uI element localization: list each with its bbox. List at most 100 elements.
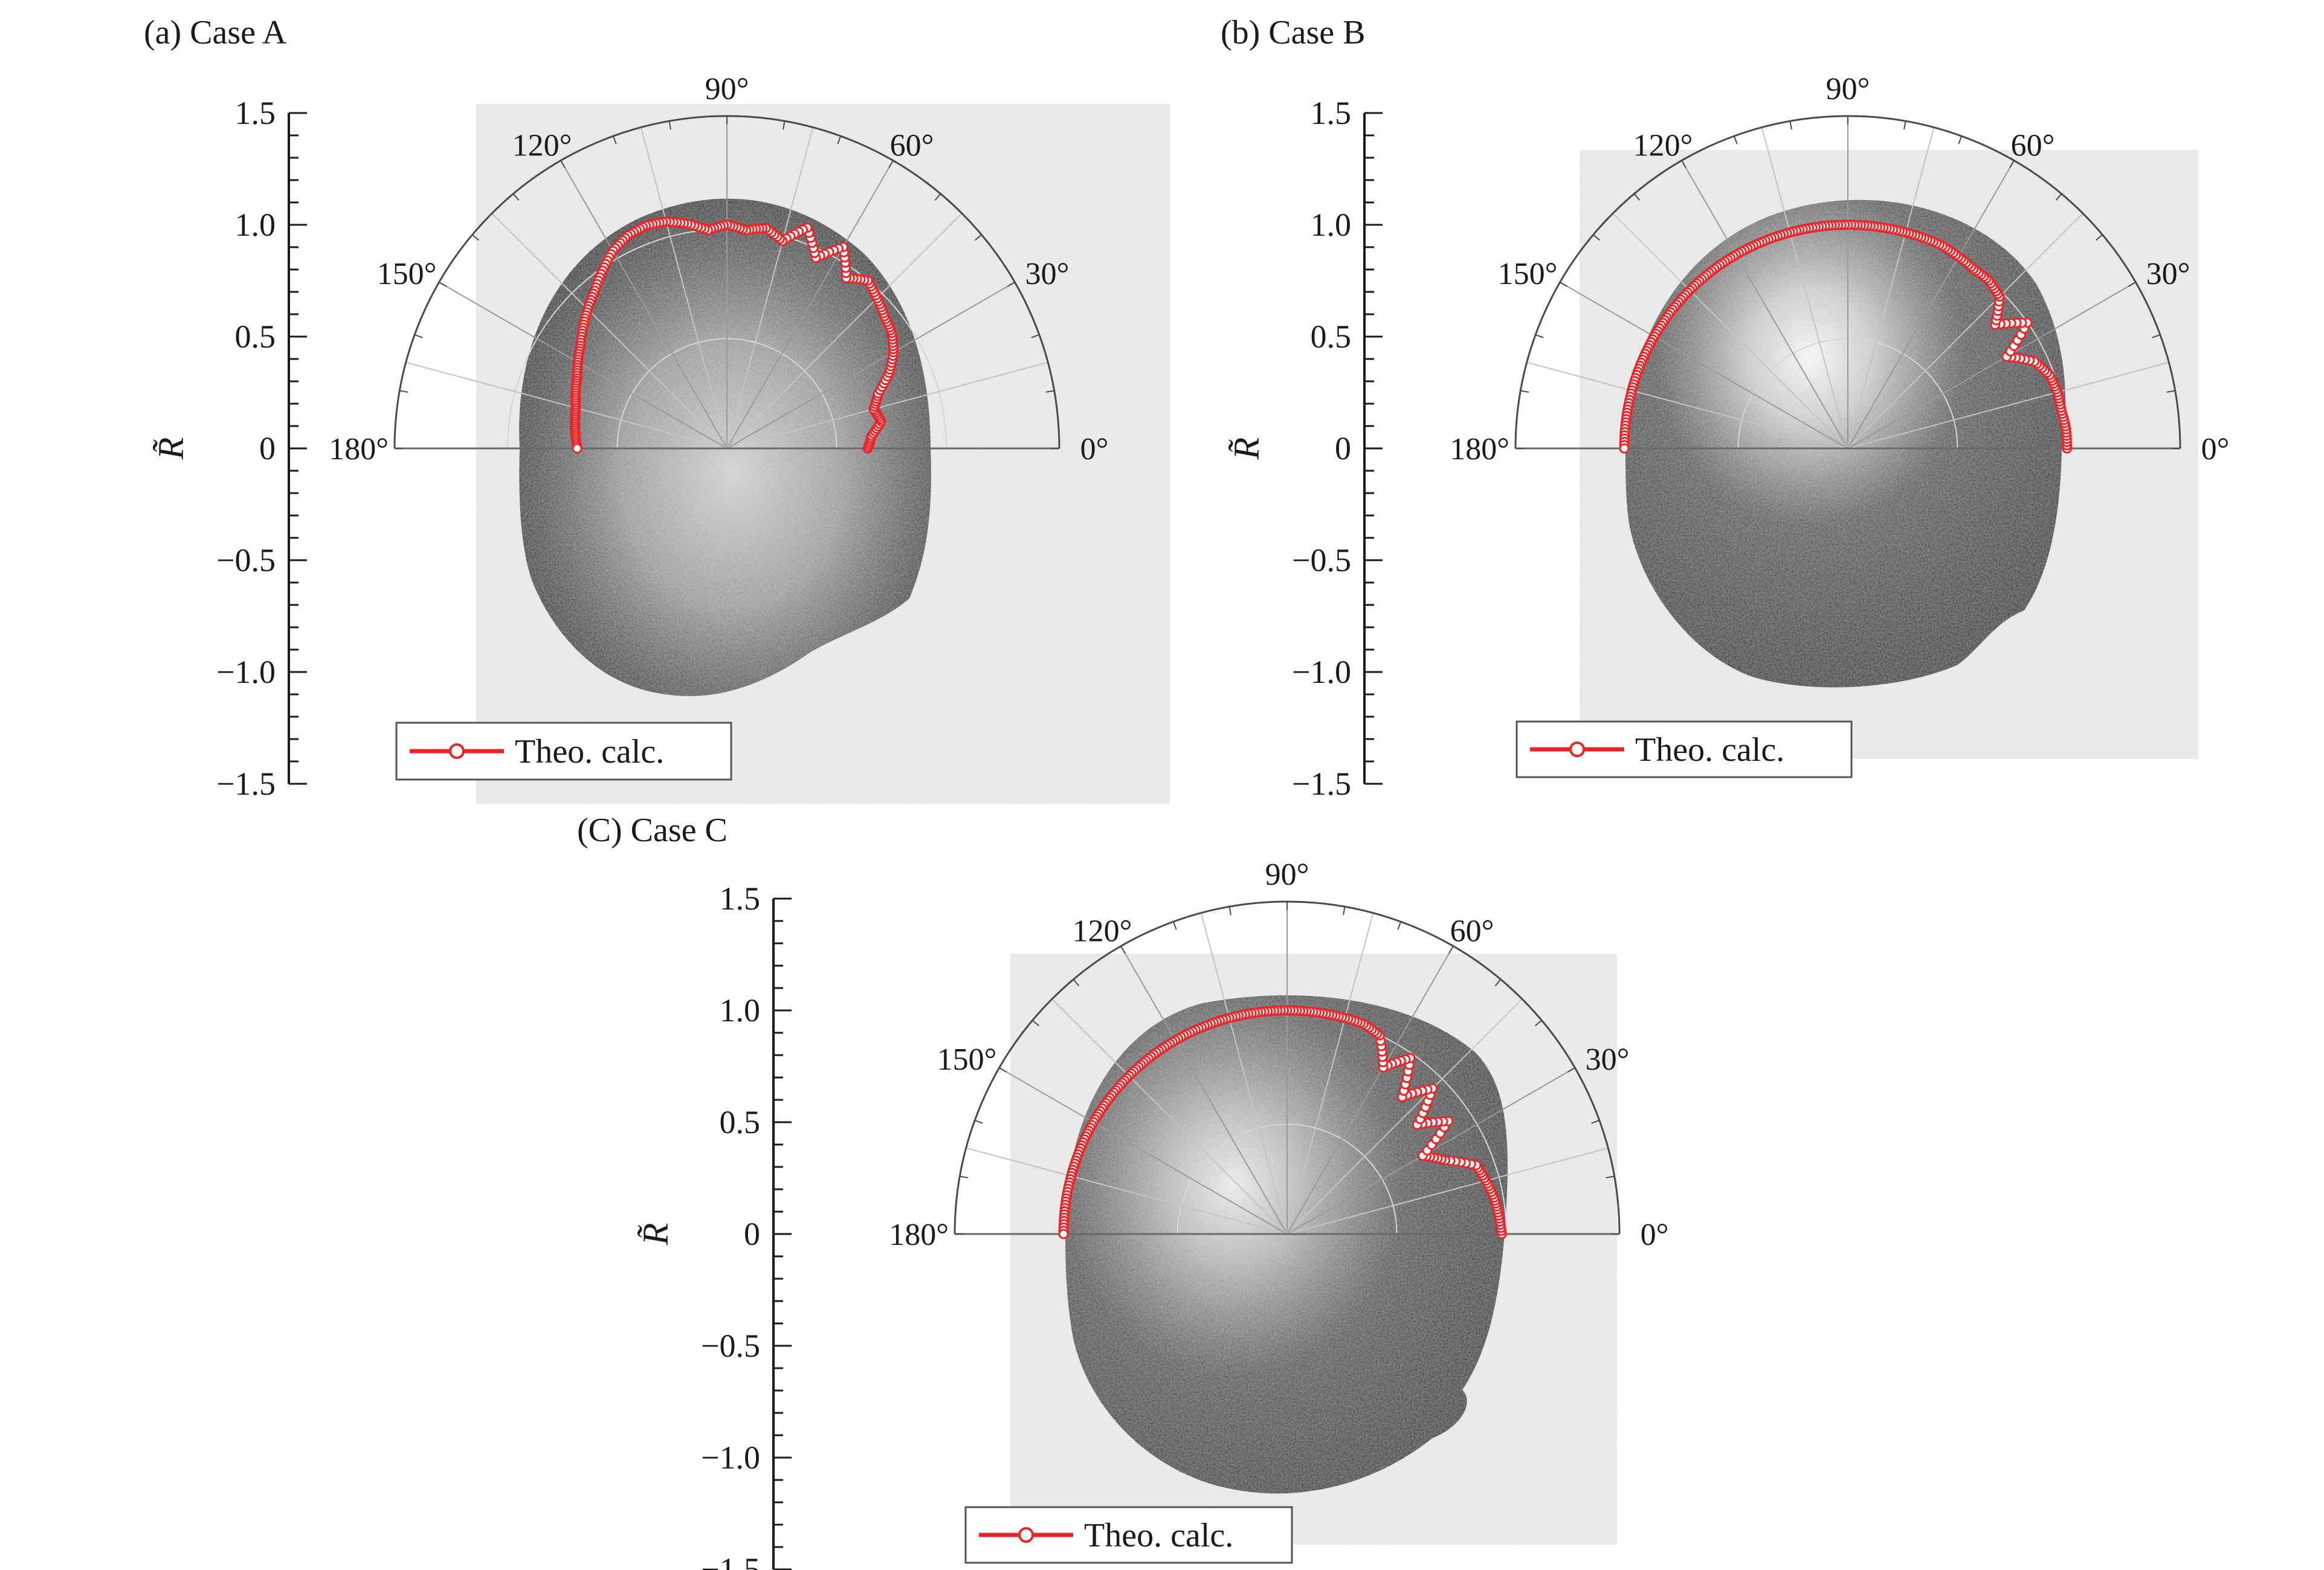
angle-tick-label: 120° [512, 129, 572, 163]
panel-1: (a) Case A 180° 150° 120° 90° 60° 30° 0° 1.5 1.0 0… [144, 14, 1170, 804]
angle-tick-label: 120° [1073, 914, 1132, 949]
legend-swatch-marker [1569, 741, 1585, 757]
y-tick-label: 1.0 [720, 992, 761, 1029]
polar-grid-spoke [1286, 946, 1454, 1235]
polar-grid-spoke [560, 160, 728, 449]
polar-angle-tick [1606, 1175, 1615, 1178]
polar-grid-spoke [1120, 946, 1288, 1235]
y-tick-label: 0 [744, 1216, 760, 1252]
polar-angle-tick [888, 160, 894, 169]
polar-grid-spoke [640, 127, 728, 449]
polar-angle-tick [668, 121, 671, 130]
polar-angle-tick [2152, 334, 2161, 338]
angle-tick-label: 0° [1641, 1218, 1669, 1252]
polar-angle-tick [612, 135, 617, 144]
polar-angle-tick [1032, 1019, 1040, 1027]
polar-angle-tick [1397, 921, 1402, 930]
y-tick-label: −0.5 [701, 1328, 760, 1364]
angle-tick-label: 150° [937, 1042, 997, 1077]
angle-tick-label: 180° [889, 1218, 949, 1252]
polar-grid-spoke [999, 1067, 1288, 1235]
polar-grid-spoke [1681, 160, 1848, 449]
angle-tick-label: 150° [377, 257, 437, 291]
y-tick-label: −1.5 [1292, 766, 1351, 802]
angle-tick-label: 30° [1586, 1042, 1630, 1077]
y-tick-label: 1.5 [235, 95, 276, 131]
angle-tick-label: 0° [2201, 432, 2230, 467]
polar-angle-tick [560, 160, 566, 169]
polar-grid-spoke [726, 127, 814, 449]
legend-label: Theo. calc. [515, 733, 664, 770]
y-axis-label: R̃ [636, 1223, 676, 1246]
legend-box [1515, 720, 1853, 778]
y-tick-label: 1.5 [720, 880, 761, 917]
angle-tick-label: 180° [329, 432, 389, 467]
droplet-image [1065, 995, 1508, 1494]
polar-angle-tick [1633, 193, 1641, 201]
polar-grid-spoke [1051, 998, 1288, 1235]
angle-tick-label: 0° [1080, 432, 1109, 467]
polar-grid-spoke [1761, 127, 1848, 449]
polar-angle-tick [512, 193, 520, 201]
angle-tick-label: 120° [1633, 129, 1693, 163]
panel-label: (C) Case C [577, 812, 728, 849]
panel-2: (b) Case B 180° 150° 120° 90° 60° 30° 0° 1.5 1.0 0… [1221, 14, 2229, 802]
polar-angle-tick [399, 390, 408, 393]
y-tick-label: −0.5 [216, 542, 276, 578]
panel-3: (C) Case C 180° 150° 120° 90° 60° 30° 0° 1.5 1.0 0… [577, 812, 1668, 1570]
angle-tick-label: 30° [1025, 257, 1070, 291]
polar-angle-tick [1535, 334, 1544, 338]
polar-angle-tick [1007, 282, 1015, 287]
polar-grid-spoke [966, 1147, 1288, 1235]
polar-angle-tick [974, 234, 982, 241]
data-point [1619, 443, 1630, 454]
polar-grid-spoke [726, 213, 963, 449]
polar-angle-tick [414, 334, 423, 338]
angle-tick-label: 90° [1826, 72, 1870, 106]
legend: Theo. calc. [395, 722, 732, 781]
polar-grid-spoke [1612, 213, 1848, 449]
polar-angle-tick [1172, 921, 1177, 930]
angle-tick-label: 60° [1450, 914, 1494, 949]
polar-angle-tick [1228, 906, 1231, 916]
polar-angle-tick [2128, 282, 2136, 287]
polar-grid-spoke [1286, 913, 1374, 1235]
panel-label: (a) Case A [144, 14, 287, 51]
polar-angle-tick [1567, 1067, 1575, 1073]
polar-grid-spoke [1286, 998, 1523, 1235]
angle-tick-label: 60° [890, 129, 934, 163]
polar-grid-spoke [1847, 160, 2015, 449]
polar-angle-tick [2009, 160, 2015, 169]
legend: Theo. calc. [964, 1506, 1293, 1564]
legend-swatch-marker [1018, 1527, 1034, 1543]
polar-grid-spoke [726, 160, 894, 449]
polar-angle-tick [1903, 121, 1906, 130]
series-1 [1058, 1005, 1507, 1239]
polar-angle-tick [472, 234, 480, 241]
polar-grid-spoke [726, 361, 1048, 449]
polar-angle-tick [934, 193, 941, 201]
y-tick-label: 1.5 [1311, 95, 1352, 131]
legend-swatch-marker [449, 743, 465, 759]
legend-label: Theo. calc. [1635, 731, 1784, 769]
y-axis-label: R̃ [151, 438, 191, 460]
data-point [572, 443, 583, 454]
polar-angle-tick [439, 282, 447, 287]
legend-label: Theo. calc. [1084, 1517, 1233, 1554]
polar-angle-tick [974, 1119, 983, 1124]
polar-angle-tick [1448, 946, 1454, 954]
polar-angle-tick [783, 121, 786, 130]
polar-angle-tick [1560, 282, 1568, 287]
legend: Theo. calc. [1515, 720, 1853, 778]
y-tick-label: −1.0 [1292, 654, 1351, 690]
polar-angle-tick [1494, 979, 1502, 987]
data-point [1058, 1229, 1069, 1239]
polar-angle-tick [960, 1175, 969, 1178]
series-1 [570, 216, 899, 454]
polar-angle-tick [1343, 906, 1346, 916]
polar-grid-spoke [1847, 361, 2169, 449]
y-tick-label: 0.5 [235, 318, 276, 355]
y-tick-label: 1.0 [235, 207, 276, 243]
polar-grid-spoke [491, 213, 728, 449]
